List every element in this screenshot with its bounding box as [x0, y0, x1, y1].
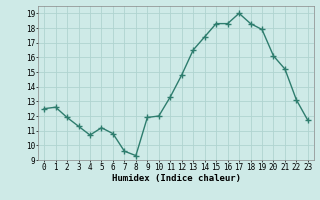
X-axis label: Humidex (Indice chaleur): Humidex (Indice chaleur): [111, 174, 241, 183]
